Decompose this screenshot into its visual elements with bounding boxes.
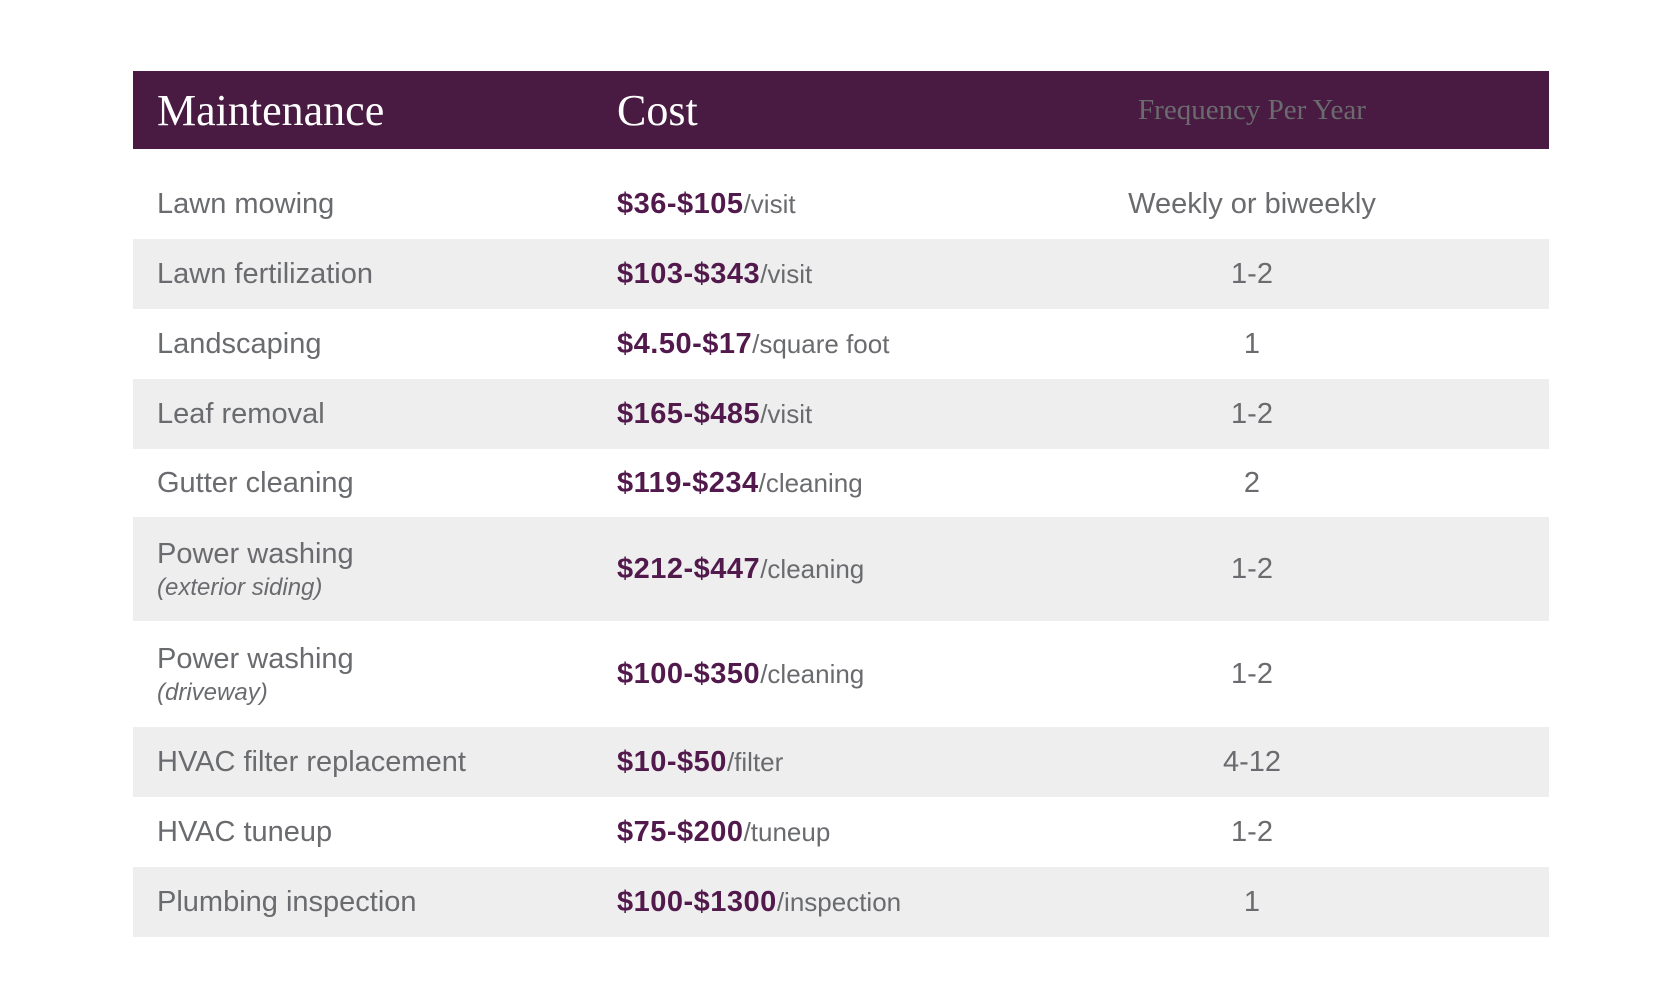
table-row: Landscaping $4.50-$17/square foot 1 xyxy=(133,309,1549,379)
table-header-row: Maintenance Cost Frequency Per Year xyxy=(133,71,1549,149)
frequency-value: 1-2 xyxy=(1231,657,1273,690)
frequency-value: 1-2 xyxy=(1231,257,1273,290)
table-row: Plumbing inspection $100-$1300/inspection… xyxy=(133,867,1549,937)
cost-range: $4.50-$17 xyxy=(617,327,753,360)
cost-range: $10-$50 xyxy=(617,745,727,778)
cost-cell: $119-$234/cleaning xyxy=(617,467,955,500)
frequency-value: 1 xyxy=(1243,327,1261,360)
maintenance-name: Leaf removal xyxy=(157,398,325,430)
maintenance-cost-table: Maintenance Cost Frequency Per Year Lawn… xyxy=(133,71,1549,937)
maintenance-name: Power washing xyxy=(157,642,354,675)
maintenance-subtitle: (exterior siding) xyxy=(157,573,323,601)
cost-range: $165-$485 xyxy=(617,397,761,430)
table-row: Lawn mowing $36-$105/visit Weekly or biwee… xyxy=(133,169,1549,239)
maintenance-name: Gutter cleaning xyxy=(157,467,354,499)
maintenance-cell: HVAC filter replacement xyxy=(133,745,617,779)
frequency-value: 1-2 xyxy=(1231,397,1273,430)
cost-cell: $4.50-$17/square foot xyxy=(617,328,955,361)
cost-range: $212-$447 xyxy=(617,552,761,585)
maintenance-name: Lawn mowing xyxy=(157,188,335,220)
cost-unit: /filter xyxy=(726,746,784,777)
cost-range: $103-$343 xyxy=(617,257,761,290)
maintenance-cell: Leaf removal xyxy=(133,397,617,431)
maintenance-name: HVAC filter replacement xyxy=(157,746,466,778)
maintenance-cell: Gutter cleaning xyxy=(133,466,617,500)
header-maintenance: Maintenance xyxy=(157,85,385,135)
cost-cell: $165-$485/visit xyxy=(617,398,955,431)
frequency-value: 4-12 xyxy=(1222,745,1282,778)
frequency-value: Weekly or biweekly xyxy=(1128,187,1376,220)
cost-range: $119-$234 xyxy=(617,466,759,499)
frequency-value: 1 xyxy=(1243,885,1261,918)
cost-unit: /inspection xyxy=(776,886,902,917)
table-row: Power washing (exterior siding) $212-$447/… xyxy=(133,517,1549,621)
cost-range: $75-$200 xyxy=(617,815,744,848)
cost-unit: /cleaning xyxy=(760,658,865,689)
table-row: HVAC filter replacement $10-$50/filter 4-1… xyxy=(133,727,1549,797)
frequency-value: 1-2 xyxy=(1231,815,1273,848)
maintenance-name: Power washing xyxy=(157,537,354,570)
cost-unit: /square foot xyxy=(752,328,890,359)
cost-unit: /cleaning xyxy=(760,553,865,584)
frequency-value: 2 xyxy=(1243,466,1261,499)
frequency-value: 1-2 xyxy=(1231,552,1273,585)
maintenance-name: Plumbing inspection xyxy=(157,886,417,918)
table-row: Gutter cleaning $119-$234/cleaning 2 xyxy=(133,449,1549,517)
cost-cell: $36-$105/visit xyxy=(617,188,955,221)
cost-unit: /visit xyxy=(760,398,813,429)
header-frequency-per-year: Frequency Per Year xyxy=(1138,93,1366,126)
table-row: Power washing (driveway) $100-$350/cleanin… xyxy=(133,621,1549,727)
maintenance-cell: Plumbing inspection xyxy=(133,885,617,919)
maintenance-cell: Power washing (exterior siding) xyxy=(133,537,617,602)
cost-unit: /cleaning xyxy=(758,467,863,498)
cost-cell: $75-$200/tuneup xyxy=(617,816,955,849)
cost-range: $100-$1300 xyxy=(617,885,777,918)
cost-unit: /visit xyxy=(743,188,796,219)
table-row: HVAC tuneup $75-$200/tuneup 1-2 xyxy=(133,797,1549,867)
maintenance-cell: Lawn mowing xyxy=(133,187,617,221)
cost-cell: $100-$1300/inspection xyxy=(617,886,955,919)
maintenance-subtitle: (driveway) xyxy=(157,678,268,706)
cost-unit: /visit xyxy=(760,258,813,289)
maintenance-name: HVAC tuneup xyxy=(157,816,333,848)
maintenance-cell: Lawn fertilization xyxy=(133,257,617,291)
cost-range: $100-$350 xyxy=(617,657,761,690)
cost-cell: $212-$447/cleaning xyxy=(617,553,955,586)
header-gap xyxy=(133,149,1549,169)
maintenance-cell: Landscaping xyxy=(133,327,617,361)
cost-unit: /tuneup xyxy=(743,816,831,847)
maintenance-cell: HVAC tuneup xyxy=(133,815,617,849)
table-row: Lawn fertilization $103-$343/visit 1-2 xyxy=(133,239,1549,309)
table-body: Lawn mowing $36-$105/visit Weekly or biwee… xyxy=(133,169,1549,937)
cost-cell: $100-$350/cleaning xyxy=(617,658,955,691)
maintenance-cell: Power washing (driveway) xyxy=(133,642,617,707)
cost-range: $36-$105 xyxy=(617,187,744,220)
header-cost: Cost xyxy=(617,85,698,135)
maintenance-name: Lawn fertilization xyxy=(157,258,373,290)
cost-cell: $103-$343/visit xyxy=(617,258,955,291)
cost-cell: $10-$50/filter xyxy=(617,746,955,779)
maintenance-name: Landscaping xyxy=(157,328,322,360)
table-row: Leaf removal $165-$485/visit 1-2 xyxy=(133,379,1549,449)
